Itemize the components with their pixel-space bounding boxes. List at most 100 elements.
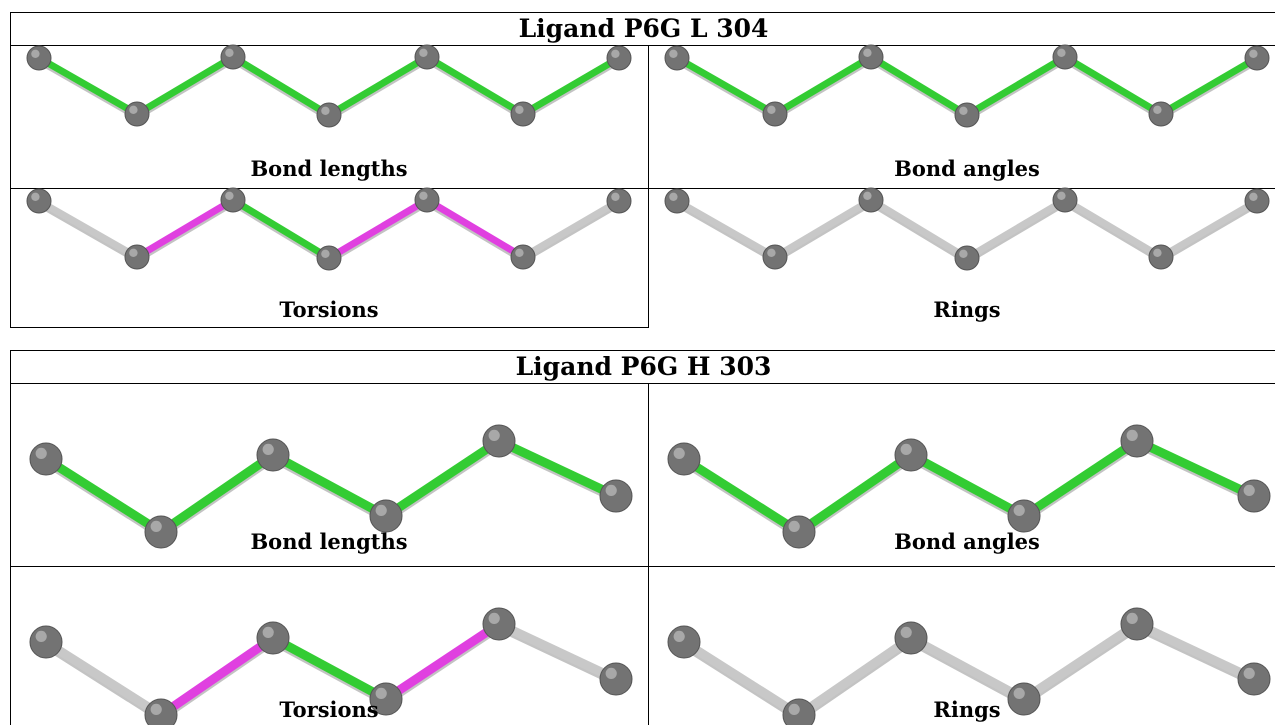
atom-highlight	[1126, 429, 1138, 441]
bond-green	[521, 54, 621, 118]
atom	[894, 438, 928, 472]
molecule-image	[26, 44, 632, 128]
atom-highlight	[488, 429, 500, 441]
atom	[29, 442, 63, 476]
divider	[11, 327, 649, 328]
atom-highlight	[262, 443, 274, 455]
bond-green	[681, 455, 802, 536]
atom	[1237, 662, 1271, 696]
molecule-image	[664, 187, 1270, 271]
atom-highlight	[321, 106, 330, 115]
bond-grey	[965, 196, 1067, 262]
atom-highlight	[959, 249, 968, 258]
atom-highlight	[669, 49, 678, 58]
atom	[1148, 244, 1174, 270]
bond-lengths-cell: Bond lengths	[11, 44, 647, 189]
atom	[482, 424, 516, 458]
atom	[858, 44, 884, 70]
atom-highlight	[31, 49, 40, 58]
atom-highlight	[611, 192, 620, 201]
bond-grey	[37, 197, 139, 261]
atom-highlight	[129, 105, 138, 114]
cell-caption: Bond lengths	[250, 156, 408, 181]
atom	[664, 188, 690, 214]
atom-highlight	[150, 703, 162, 715]
bond-angles-cell: Bond angles	[649, 44, 1275, 189]
atom-highlight	[673, 630, 685, 642]
bond-grey	[773, 196, 873, 261]
atom	[510, 101, 536, 127]
atom	[510, 244, 536, 270]
divider	[648, 384, 649, 725]
divider	[648, 46, 649, 328]
atom	[26, 45, 52, 71]
atom-highlight	[1013, 504, 1025, 516]
atom	[316, 102, 342, 128]
atom-highlight	[225, 48, 234, 57]
cell-caption: Bond lengths	[250, 529, 408, 554]
bond-grey	[869, 197, 969, 261]
atom-highlight	[321, 249, 330, 258]
atom	[1244, 188, 1270, 214]
molecule-image	[29, 424, 633, 549]
atom-highlight	[605, 484, 617, 496]
atom-highlight	[225, 191, 234, 200]
atom	[894, 621, 928, 655]
bond-magenta	[135, 196, 235, 261]
atom-highlight	[375, 504, 387, 516]
bond-grey	[681, 638, 802, 719]
bond-grey	[521, 197, 621, 261]
molecule-image	[667, 424, 1271, 549]
divider	[11, 566, 1275, 567]
atom-highlight	[262, 626, 274, 638]
atom-highlight	[515, 105, 524, 114]
atom-highlight	[788, 520, 800, 532]
atom	[762, 101, 788, 127]
atom-highlight	[605, 667, 617, 679]
atom	[1237, 479, 1271, 513]
panel-title: Ligand P6G H 303	[515, 352, 772, 381]
atom-highlight	[150, 520, 162, 532]
bond-green	[796, 451, 914, 536]
atom	[599, 479, 633, 513]
atom-highlight	[900, 626, 912, 638]
panel-title: Ligand P6G L 304	[518, 14, 769, 43]
bond-green	[908, 451, 1027, 520]
atom-highlight	[1153, 105, 1162, 114]
atom	[1244, 45, 1270, 71]
rings-cell: Rings	[649, 567, 1275, 725]
atom	[482, 607, 516, 641]
atom	[606, 45, 632, 71]
bond-angles-cell: Bond angles	[649, 384, 1275, 567]
atom	[124, 101, 150, 127]
atom	[414, 44, 440, 70]
bond-grey	[497, 619, 618, 684]
bond-green	[231, 54, 331, 118]
bond-lengths-cell: Bond lengths	[11, 384, 647, 567]
torsions-cell: Torsions	[11, 187, 647, 327]
atom-highlight	[1013, 687, 1025, 699]
atom-highlight	[1126, 612, 1138, 624]
ligand-panel-2: Ligand P6G H 303 Bond lengths Bond angle…	[10, 350, 1275, 725]
bond-magenta	[327, 196, 429, 262]
atom-highlight	[488, 612, 500, 624]
atom	[664, 45, 690, 71]
bond-green	[869, 54, 969, 118]
divider	[11, 45, 1275, 46]
atom	[29, 625, 63, 659]
atom-highlight	[1243, 484, 1255, 496]
bond-grey	[1159, 197, 1259, 261]
bond-green	[37, 54, 139, 118]
bond-green	[270, 451, 389, 520]
bond-grey	[1063, 196, 1163, 261]
atom-highlight	[900, 443, 912, 455]
atom	[954, 102, 980, 128]
bond-green	[43, 455, 164, 536]
bond-green	[1021, 437, 1140, 520]
cell-caption: Bond angles	[894, 529, 1040, 554]
atom-highlight	[788, 703, 800, 715]
molecule-image	[664, 44, 1270, 128]
ligand-panel-1: Ligand P6G L 304 Bond lengths Bond angle…	[10, 12, 1275, 328]
atom-highlight	[1153, 248, 1162, 257]
atom	[256, 438, 290, 472]
